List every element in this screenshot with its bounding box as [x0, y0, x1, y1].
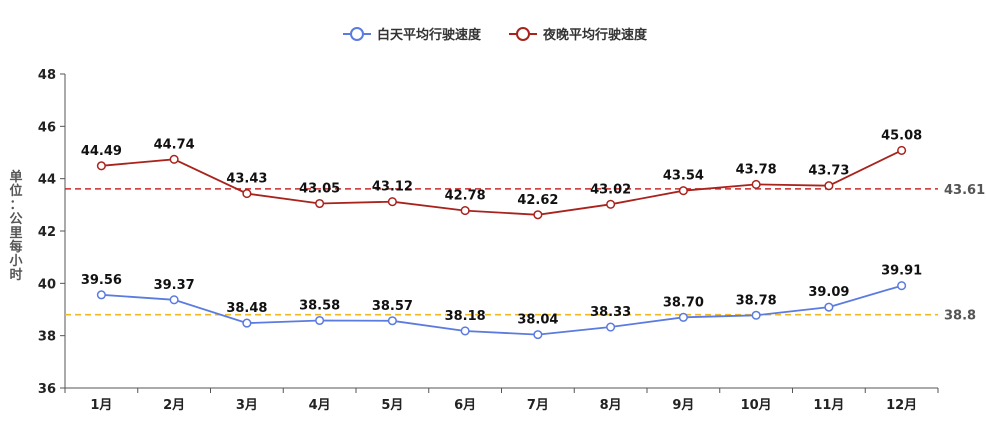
data-point-night[interactable] [824, 181, 834, 191]
data-label-night: 44.49 [81, 144, 122, 159]
data-point-night[interactable] [897, 145, 907, 155]
data-point-day[interactable] [606, 322, 616, 332]
series-line-day [101, 284, 902, 336]
data-point-day[interactable] [96, 290, 106, 300]
data-point-day[interactable] [460, 326, 470, 336]
data-point-day[interactable] [169, 295, 179, 305]
data-point-day[interactable] [242, 318, 252, 328]
x-tick-label: 2月 [163, 398, 185, 413]
legend-swatch-marker [350, 27, 364, 41]
data-label-day: 39.09 [808, 285, 849, 300]
data-point-night[interactable] [606, 199, 616, 209]
y-axis: 36 38 40 42 44 46 48 单位：公里每小时 [9, 68, 66, 397]
data-point-night[interactable] [315, 198, 325, 209]
data-label-day: 39.37 [154, 278, 195, 293]
y-tick-label: 48 [38, 68, 56, 83]
x-tick-label: 5月 [381, 398, 403, 413]
data-point-day[interactable] [751, 310, 761, 320]
legend[interactable]: 白天平均行驶速度 夜晚平均行驶速度 [343, 27, 648, 43]
data-label-night: 43.12 [372, 180, 413, 195]
x-tick-label: 1月 [90, 398, 112, 413]
data-label-day: 38.57 [372, 299, 413, 314]
data-point-day[interactable] [315, 315, 325, 326]
data-point-night[interactable] [169, 154, 179, 164]
legend-swatch-marker [516, 27, 530, 41]
legend-item-day[interactable]: 白天平均行驶速度 [343, 27, 482, 43]
legend-item-night[interactable]: 夜晚平均行驶速度 [509, 27, 648, 43]
legend-label: 白天平均行驶速度 [377, 27, 482, 43]
data-label-night: 43.78 [736, 162, 777, 177]
reference-lines: 38.8 43.61 [65, 183, 985, 324]
data-point-day[interactable] [897, 281, 907, 291]
data-label-night: 44.74 [154, 137, 195, 152]
x-tick-label: 3月 [236, 398, 258, 413]
data-label-day: 38.78 [736, 293, 777, 308]
data-labels: 39.56 39.37 38.48 38.58 38.57 38.18 38.04 38.33… [81, 128, 922, 327]
data-label-day: 39.91 [881, 264, 922, 279]
data-label-day: 38.18 [445, 309, 486, 324]
data-point-night[interactable] [387, 197, 397, 207]
y-tick-label: 36 [38, 382, 56, 397]
reference-line-label: 38.8 [944, 309, 976, 324]
y-axis-title: 单位：公里每小时 [9, 169, 22, 283]
x-tick-label: 6月 [454, 398, 476, 413]
data-point-day[interactable] [824, 302, 834, 312]
data-label-night: 43.02 [590, 182, 631, 197]
data-label-night: 43.73 [808, 164, 849, 179]
data-label-night: 42.78 [445, 189, 486, 204]
reference-line-label: 43.61 [944, 183, 985, 198]
data-point-day[interactable] [387, 316, 397, 326]
data-point-night[interactable] [678, 186, 688, 196]
data-label-day: 38.48 [226, 301, 267, 316]
data-point-night[interactable] [533, 210, 543, 220]
data-point-day[interactable] [533, 330, 543, 340]
x-axis: 1月 2月 3月 4月 5月 6月 7月 8月 9月 10月 11月 12月 [64, 387, 939, 413]
data-point-day[interactable] [678, 312, 688, 322]
data-label-day: 38.04 [517, 313, 558, 328]
data-point-night[interactable] [460, 206, 470, 216]
y-tick-label: 40 [38, 277, 56, 292]
data-point-night[interactable] [242, 189, 252, 199]
data-label-night: 43.05 [299, 182, 340, 197]
data-label-day: 38.33 [590, 305, 631, 320]
x-tick-label: 10月 [741, 398, 772, 413]
x-tick-label: 12月 [886, 398, 917, 413]
x-tick-label: 8月 [600, 398, 622, 413]
series-layer [96, 145, 907, 340]
y-tick-label: 42 [38, 225, 56, 240]
data-label-night: 42.62 [517, 193, 558, 208]
data-label-night: 43.43 [226, 172, 267, 187]
series-line-night [101, 149, 902, 216]
data-label-night: 43.54 [663, 169, 704, 184]
y-tick-label: 44 [38, 173, 56, 188]
data-point-night[interactable] [751, 179, 761, 189]
data-label-night: 45.08 [881, 128, 922, 143]
legend-label: 夜晚平均行驶速度 [542, 27, 648, 43]
data-label-day: 38.58 [299, 298, 340, 313]
data-point-night[interactable] [96, 161, 106, 171]
y-tick-label: 46 [38, 120, 56, 135]
data-label-day: 38.70 [663, 295, 704, 310]
x-tick-label: 7月 [527, 398, 549, 413]
x-tick-label: 11月 [813, 398, 844, 413]
x-tick-label: 9月 [672, 398, 694, 413]
y-tick-label: 38 [38, 330, 56, 345]
data-label-day: 39.56 [81, 273, 122, 288]
x-tick-label: 4月 [309, 398, 331, 413]
